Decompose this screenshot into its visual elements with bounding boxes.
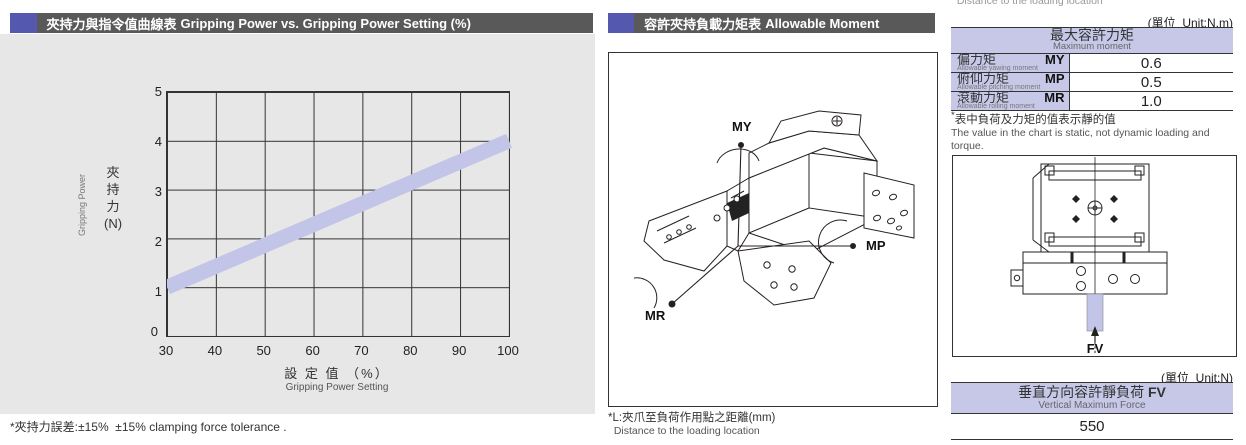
svg-text:FV: FV [1087,341,1104,355]
